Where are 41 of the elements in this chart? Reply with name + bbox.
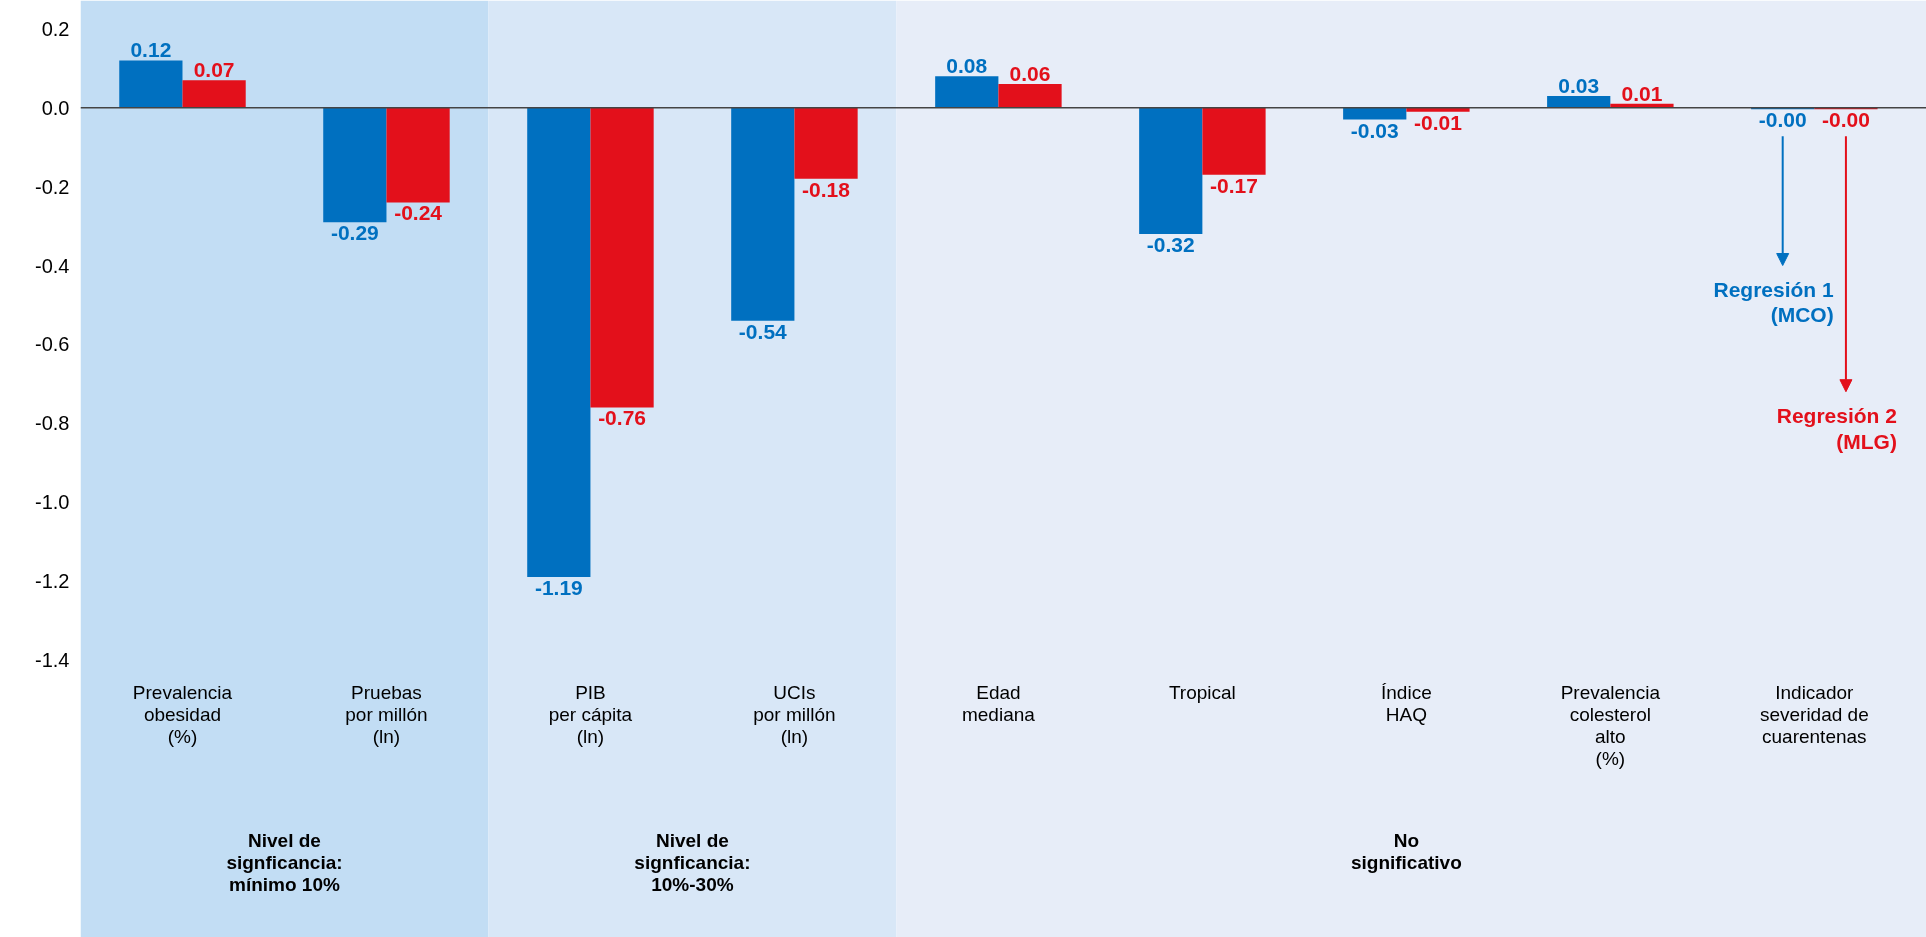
- x-tick-label: PIB per cápita (ln): [548, 681, 633, 748]
- band-label: Nivel de signficancia: mínimo 10%: [226, 830, 343, 896]
- y-tick-label: 0.2: [41, 17, 70, 40]
- data-label: 0.08: [946, 54, 988, 78]
- data-label: 0.01: [1621, 81, 1663, 105]
- y-tick-label: -1.4: [35, 648, 70, 671]
- data-label: 0.03: [1558, 73, 1600, 97]
- x-tick-label: Prevalencia colesterol alto (%): [1560, 681, 1661, 770]
- data-label: -0.76: [598, 406, 646, 430]
- data-label: -0.01: [1414, 110, 1463, 134]
- data-label: -0.18: [802, 177, 851, 201]
- x-tick-label: Prevalencia obesidad (%): [132, 681, 233, 748]
- data-label: 0.12: [130, 38, 172, 62]
- data-label: -0.54: [738, 319, 788, 343]
- y-tick-label: 0.0: [41, 96, 70, 119]
- band-label: Nivel de signficancia: 10%-30%: [634, 830, 751, 896]
- x-tick-label: Indicador severidad de cuarentenas: [1759, 681, 1869, 748]
- y-tick-label: -1.0: [35, 491, 70, 514]
- legend-label: Regresión 2 (MLG): [1776, 404, 1897, 453]
- x-tick-label: Edad mediana: [961, 681, 1036, 725]
- x-tick-label: UCIs por millón (ln): [753, 681, 836, 748]
- data-label: -0.00: [1822, 108, 1870, 132]
- data-label: -0.17: [1210, 173, 1258, 197]
- data-label: 0.07: [193, 58, 235, 82]
- data-label: -0.32: [1146, 232, 1195, 256]
- data-label: -1.19: [534, 576, 583, 600]
- data-label: -0.03: [1350, 118, 1399, 142]
- y-tick-label: -1.2: [35, 570, 70, 592]
- x-tick-label: Índice HAQ: [1381, 681, 1432, 725]
- data-label: -0.00: [1758, 108, 1807, 132]
- data-label: -0.24: [394, 201, 443, 225]
- y-tick-label: -0.2: [35, 175, 70, 198]
- data-label: 0.06: [1009, 62, 1051, 86]
- y-tick-label: -0.4: [35, 254, 70, 277]
- legend-label: Regresión 1 (MCO): [1713, 278, 1835, 327]
- y-tick-label: -0.8: [35, 412, 70, 435]
- band-label: No significativo: [1350, 830, 1462, 874]
- x-tick-label: Pruebas por millón (ln): [345, 681, 428, 748]
- data-label: -0.29: [330, 221, 379, 245]
- y-tick-label: -0.6: [35, 333, 70, 356]
- x-tick-label: Tropical: [1168, 681, 1236, 703]
